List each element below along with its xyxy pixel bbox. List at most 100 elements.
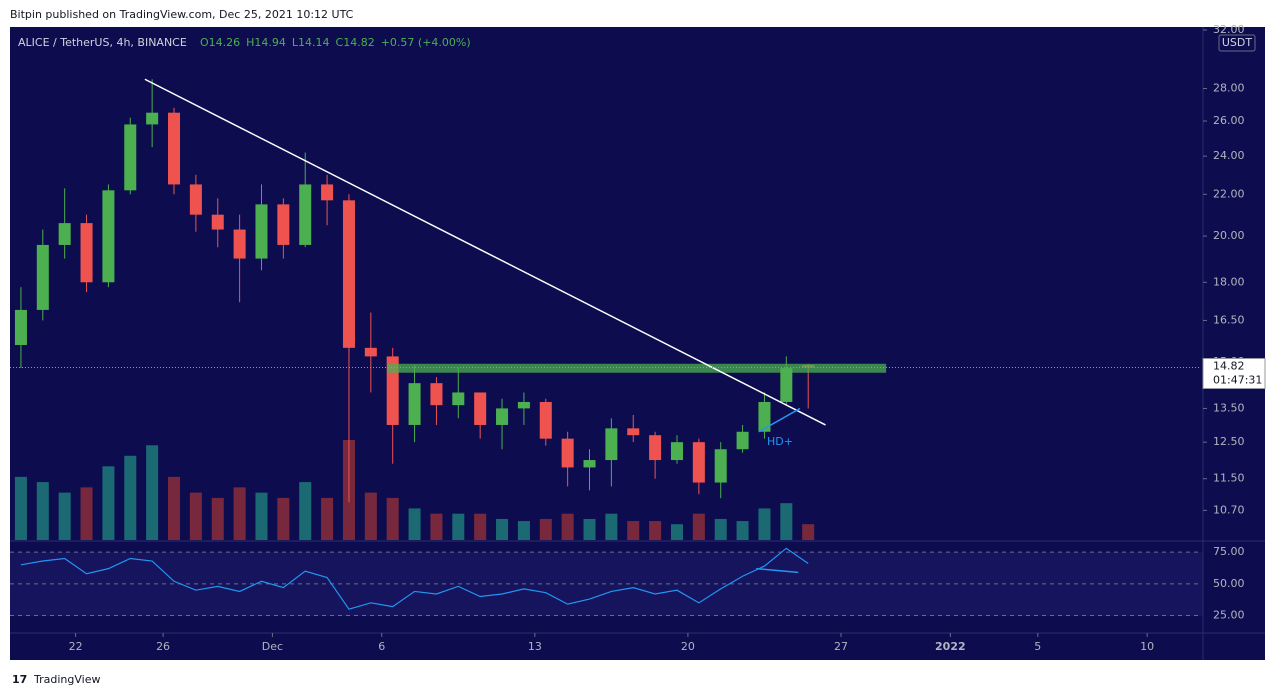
ohlc-label: +0.57 (+4.00%) [381, 36, 471, 49]
volume-bar [605, 513, 618, 540]
y-tick-label: 20.00 [1213, 229, 1245, 242]
volume-bar [364, 492, 377, 540]
ohlc-label: O14.26 [200, 36, 240, 49]
symbol-legend: ALICE / TetherUS, 4h, BINANCE [18, 36, 187, 49]
candle-body [167, 112, 181, 185]
candle-body [299, 184, 312, 245]
volume-bar [474, 513, 487, 540]
ohlc-label: H14.94 [246, 36, 286, 49]
ohlc-label: C14.82 [336, 36, 375, 49]
candle-body [14, 309, 27, 346]
volume-bar [36, 482, 49, 540]
candle-body [408, 383, 421, 425]
ohlc-label: L14.14 [292, 36, 330, 49]
last-price-box [1202, 358, 1266, 390]
candle-body [517, 401, 530, 409]
volume-bar [670, 524, 683, 540]
candle-body [496, 408, 509, 425]
x-tick-label: 2022 [935, 640, 966, 653]
volume-bar [692, 513, 705, 540]
candle-body [714, 449, 727, 483]
candle-body [36, 244, 49, 310]
x-tick-label: Dec [262, 640, 283, 653]
resistance-zone [387, 363, 887, 373]
volume-bar [255, 492, 268, 540]
volume-bar [189, 492, 202, 540]
candle-body [102, 190, 115, 283]
candle-body [583, 460, 596, 468]
candle-body [605, 428, 618, 461]
y-tick-label: 18.00 [1213, 275, 1245, 288]
rsi-line [20, 547, 809, 610]
volume-bar [583, 518, 596, 540]
y-tick-label: 26.00 [1213, 114, 1245, 127]
footer-logo: TradingView [33, 673, 100, 686]
y-tick-label: 28.00 [1213, 82, 1245, 95]
y-tick-label: 11.50 [1213, 472, 1245, 485]
candle-body [233, 229, 246, 259]
candle-body [386, 356, 399, 425]
candle-body [474, 392, 487, 425]
candle-body [780, 368, 793, 402]
rsi-divergence-line [756, 567, 799, 574]
candle-body [452, 392, 465, 406]
candle-body [364, 347, 377, 357]
volume-bar [233, 487, 246, 540]
candle-body [758, 401, 771, 432]
candle-body [561, 438, 574, 468]
candle-body [255, 204, 268, 259]
x-tick-label: 6 [378, 640, 385, 653]
publish-info: Bitpin published on TradingView.com, Dec… [10, 8, 354, 21]
rsi-tick-label: 75.00 [1213, 545, 1245, 558]
volume-bar [14, 476, 27, 540]
divergence-line [758, 407, 801, 433]
candle-body [539, 401, 552, 439]
candle-body [736, 431, 749, 450]
volume-bar [321, 497, 334, 540]
candle-body [146, 112, 159, 125]
x-tick-label: 13 [528, 640, 542, 653]
volume-bar [408, 508, 421, 540]
footer-logo-mark: 𝟭𝟳 [12, 673, 27, 686]
volume-bar [167, 476, 181, 540]
candle-body [321, 184, 334, 201]
y-tick-label: 24.00 [1213, 149, 1245, 162]
x-tick-label: 20 [681, 640, 695, 653]
x-tick-label: 22 [69, 640, 83, 653]
volume-bar [146, 445, 159, 540]
countdown-label: 01:47:31 [1213, 374, 1262, 387]
candle-body [124, 124, 137, 191]
y-tick-label: 16.50 [1213, 313, 1245, 326]
volume-bar [561, 513, 574, 540]
volume-bar [517, 521, 530, 540]
candle-body [670, 442, 683, 461]
y-tick-label: 32.00 [1213, 23, 1245, 36]
currency-label: USDT [1222, 36, 1253, 49]
volume-bar [649, 521, 662, 540]
candle-body [58, 223, 71, 245]
candle-body [627, 428, 640, 436]
x-tick-label: 5 [1034, 640, 1041, 653]
volume-bar [780, 503, 793, 540]
volume-bar [211, 497, 224, 540]
volume-bar [58, 492, 71, 540]
rsi-tick-label: 50.00 [1213, 577, 1245, 590]
volume-bar [452, 513, 465, 540]
volume-bar [80, 487, 93, 540]
volume-bar [386, 497, 399, 540]
volume-bar [299, 482, 312, 540]
y-tick-label: 22.00 [1213, 187, 1245, 200]
candle-body [692, 442, 705, 483]
candle-body [277, 204, 290, 245]
x-tick-label: 27 [834, 640, 848, 653]
volume-bar [496, 518, 509, 540]
y-tick-label: 12.50 [1213, 435, 1245, 448]
volume-bar [102, 466, 115, 540]
x-tick-label: 26 [156, 640, 170, 653]
volume-bar [430, 513, 443, 540]
volume-bar [277, 497, 290, 540]
rsi-tick-label: 25.00 [1213, 609, 1245, 622]
y-tick-label: 13.50 [1213, 401, 1245, 414]
candle-body [649, 435, 662, 461]
